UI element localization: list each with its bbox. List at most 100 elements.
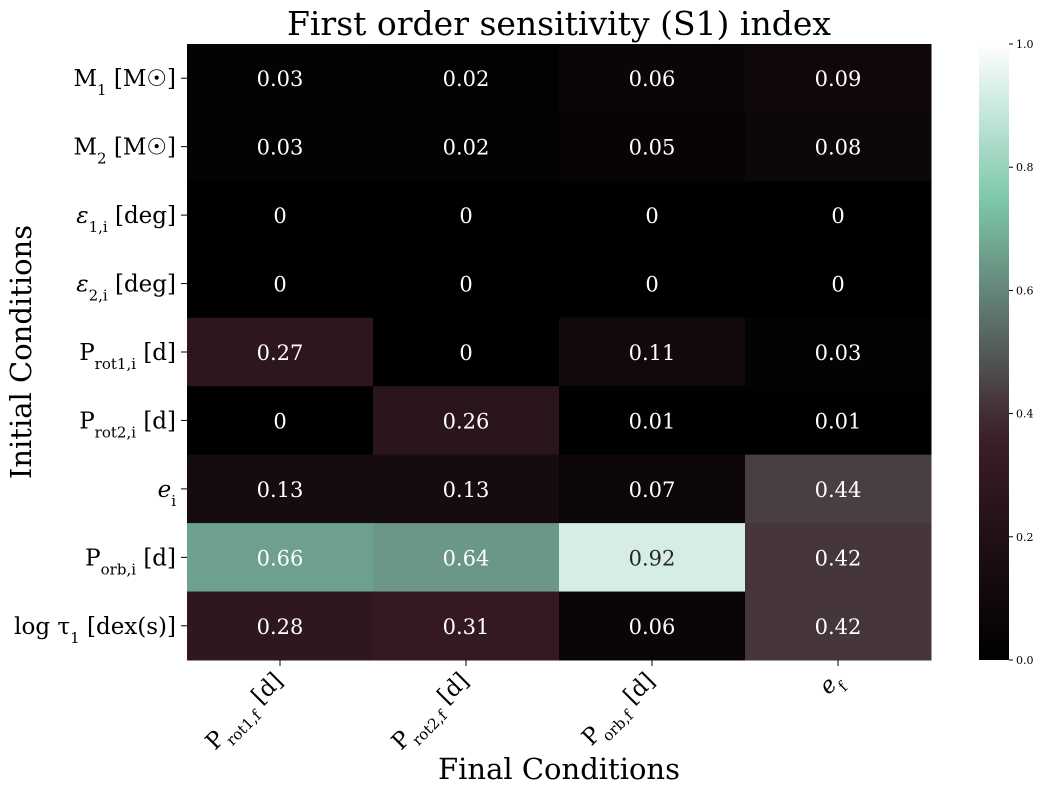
y-tick-label: Prot2,i [d] — [79, 408, 176, 441]
heatmap-cell — [187, 386, 374, 456]
cell-value-label: 0.44 — [815, 478, 862, 502]
y-tick-label: ε1,i [deg] — [76, 203, 176, 236]
heatmap-cell — [373, 591, 560, 661]
cell-value-label: 0 — [273, 409, 286, 433]
y-tick-label: log τ1 [dex(s)] — [14, 614, 176, 647]
cell-value-label: 0.42 — [815, 546, 862, 570]
cell-value-label: 0.64 — [443, 546, 490, 570]
heatmap-cell — [187, 591, 374, 661]
cell-value-label: 0.02 — [443, 67, 490, 91]
cell-value-label: 0.26 — [443, 409, 490, 433]
cell-value-label: 0.28 — [257, 615, 304, 639]
cell-value-label: 0.13 — [443, 478, 490, 502]
y-tick-label: Porb,i [d] — [85, 545, 176, 578]
heatmap-cell — [373, 386, 560, 456]
y-tick-label: Prot1,i [d] — [79, 340, 176, 373]
heatmap-cell — [559, 44, 746, 113]
y-axis-title: Initial Conditions — [4, 225, 38, 479]
cell-value-label: 0.92 — [629, 546, 676, 570]
cell-value-label: 0.03 — [815, 341, 862, 365]
colorbar-tick-label: 0.2 — [1016, 531, 1034, 544]
x-tick-label: Prot2,f [d] — [387, 668, 479, 760]
cell-value-label: 0.11 — [629, 341, 676, 365]
heatmap-cell — [745, 249, 932, 319]
cell-value-label: 0.03 — [257, 67, 304, 91]
cell-value-label: 0 — [645, 204, 658, 228]
cell-value-label: 0 — [459, 273, 472, 297]
heatmap-cell — [745, 44, 932, 113]
cell-value-label: 0 — [459, 341, 472, 365]
heatmap-cell — [373, 523, 560, 593]
colorbar-ticks: 0.0 0.2 0.4 0.6 0.8 1.0 — [1009, 38, 1034, 667]
x-tick-label: Porb,f [d] — [577, 668, 665, 756]
cell-value-label: 0 — [831, 273, 844, 297]
heatmap-cell — [187, 44, 374, 113]
cell-value-label: 0 — [273, 273, 286, 297]
x-tick-label: ef — [814, 667, 852, 705]
heatmap-cell — [373, 317, 560, 387]
heatmap-cell — [373, 454, 560, 524]
heatmap-cell — [745, 180, 932, 250]
colorbar-tick-label: 0.8 — [1016, 161, 1034, 174]
colorbar-tick-label: 1.0 — [1016, 38, 1034, 51]
cell-value-label: 0 — [831, 204, 844, 228]
heatmap-cells: 0.03 0.02 0.06 0.09 0.03 0.02 0.05 0.08 0 0 0 0 0 0 0 0… — [187, 44, 932, 661]
cell-value-label: 0.13 — [257, 478, 304, 502]
heatmap-cell — [187, 523, 374, 593]
heatmap-cell — [559, 317, 746, 387]
y-tick-label: ε2,i [deg] — [76, 272, 176, 305]
cell-value-label: 0.07 — [629, 478, 676, 502]
cell-value-label: 0.06 — [629, 615, 676, 639]
heatmap-cell — [745, 591, 932, 661]
cell-value-label: 0 — [459, 204, 472, 228]
heatmap-cell — [187, 454, 374, 524]
heatmap-cell — [559, 454, 746, 524]
heatmap-cell — [559, 591, 746, 661]
heatmap-cell — [373, 249, 560, 319]
cell-value-label: 0.05 — [629, 136, 676, 160]
heatmap-cell — [745, 523, 932, 593]
colorbar-tick-label: 0.4 — [1016, 408, 1034, 421]
x-axis-title: Final Conditions — [438, 752, 680, 786]
heatmap-cell — [745, 317, 932, 387]
heatmap-cell — [559, 523, 746, 593]
cell-value-label: 0.09 — [815, 67, 862, 91]
heatmap-cell — [187, 317, 374, 387]
cell-value-label: 0.02 — [443, 136, 490, 160]
colorbar-tick-label: 0.6 — [1016, 284, 1034, 297]
heatmap-cell — [745, 386, 932, 456]
heatmap-cell — [745, 454, 932, 524]
chart-title: First order sensitivity (S1) index — [287, 4, 831, 43]
cell-value-label: 0 — [273, 204, 286, 228]
cell-value-label: 0.03 — [257, 136, 304, 160]
cell-value-label: 0.01 — [629, 409, 676, 433]
cell-value-label: 0.31 — [443, 615, 490, 639]
heatmap-cell — [559, 112, 746, 182]
y-axis-ticks: M1 [M☉] M2 [M☉] ε1,i [deg] ε2,i [deg] Prot1,… — [14, 66, 187, 647]
x-tick-label: Prot1,f [d] — [201, 668, 293, 760]
heatmap-cell — [559, 386, 746, 456]
heatmap-cell — [187, 180, 374, 250]
heatmap-cell — [559, 180, 746, 250]
heatmap-cell — [559, 249, 746, 319]
cell-value-label: 0 — [645, 273, 658, 297]
y-tick-label: M1 [M☉] — [73, 66, 176, 99]
heatmap-cell — [187, 112, 374, 182]
y-tick-label: M2 [M☉] — [73, 135, 176, 168]
y-tick-label: ei — [158, 477, 177, 510]
heatmap-cell — [373, 112, 560, 182]
heatmap-cell — [373, 180, 560, 250]
x-axis-ticks: Prot1,f [d] Prot2,f [d] Porb,f [d] ef — [201, 660, 852, 760]
heatmap-cell — [187, 249, 374, 319]
cell-value-label: 0.66 — [257, 546, 304, 570]
cell-value-label: 0.06 — [629, 67, 676, 91]
cell-value-label: 0.42 — [815, 615, 862, 639]
cell-value-label: 0.08 — [815, 136, 862, 160]
heatmap-cell — [373, 44, 560, 113]
cell-value-label: 0.27 — [257, 341, 304, 365]
cell-value-label: 0.01 — [815, 409, 862, 433]
colorbar — [979, 44, 1009, 660]
colorbar-tick-label: 0.0 — [1016, 654, 1034, 667]
heatmap-cell — [745, 112, 932, 182]
